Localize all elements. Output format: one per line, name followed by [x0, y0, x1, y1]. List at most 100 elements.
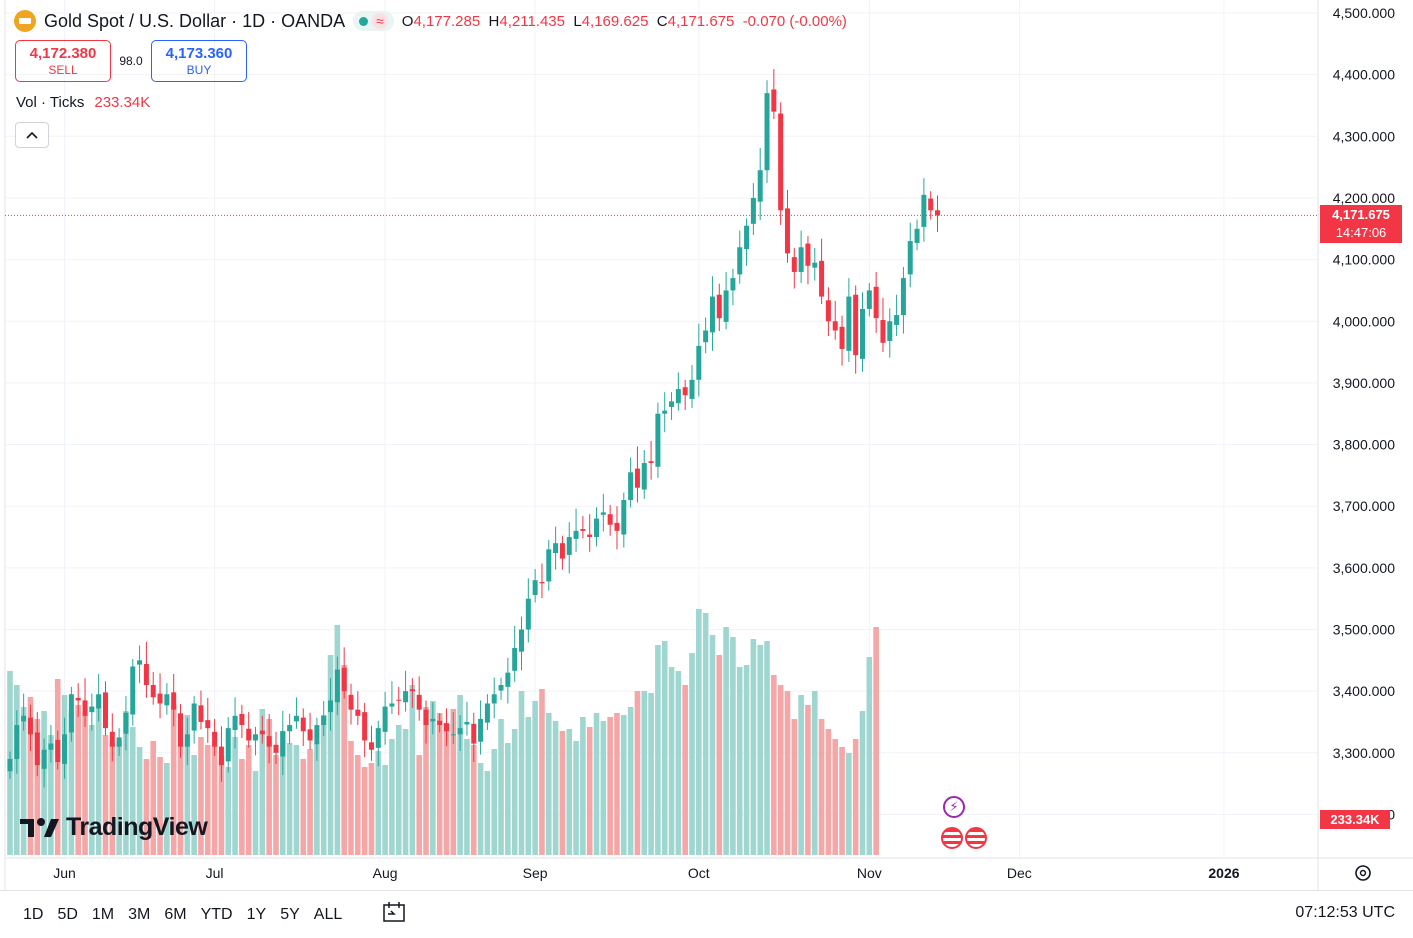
price-tick-label: 4,400.000	[1333, 67, 1395, 83]
price-tick-label: 4,000.000	[1333, 313, 1395, 329]
candle-body	[832, 321, 838, 331]
volume-bar	[280, 731, 286, 855]
candle-body	[689, 379, 695, 399]
time-tick-label: Sep	[523, 865, 548, 881]
candle-body	[409, 689, 415, 692]
candle-body	[14, 725, 20, 759]
volume-bar	[177, 745, 184, 855]
candle-body	[737, 247, 743, 275]
range-5d[interactable]: 5D	[57, 905, 78, 923]
candle-body	[935, 210, 941, 216]
candle-body	[239, 713, 245, 726]
range-ytd[interactable]: YTD	[200, 905, 233, 923]
candle-body	[519, 629, 524, 652]
volume-bars	[7, 609, 879, 855]
candle-body	[246, 728, 252, 741]
candle-body	[648, 461, 654, 464]
volume-bar	[423, 707, 429, 855]
range-1y[interactable]: 1Y	[246, 905, 267, 923]
candle-body	[825, 300, 831, 322]
range-5y[interactable]: 5Y	[280, 905, 300, 923]
candle-body	[573, 530, 579, 539]
collapse-legend-button[interactable]	[15, 122, 49, 148]
price-tick-label: 3,800.000	[1333, 437, 1395, 453]
candle-body	[68, 694, 74, 733]
candle-body	[764, 93, 770, 171]
volume-bar	[157, 757, 163, 855]
candle-body	[491, 694, 497, 704]
candle-body	[839, 326, 845, 349]
volume-bar	[273, 755, 279, 855]
us-flag-icon[interactable]	[965, 827, 987, 849]
us-flag-icon[interactable]	[941, 827, 963, 849]
volume-bar	[839, 747, 845, 855]
price-tick-label: 3,600.000	[1333, 560, 1395, 576]
volume-bar	[395, 725, 402, 855]
volume-bar	[764, 641, 770, 855]
chevron-up-icon	[26, 131, 38, 139]
range-1d[interactable]: 1D	[23, 905, 44, 923]
time-tick-label: Jun	[53, 865, 76, 881]
volume-bar	[266, 719, 272, 855]
candle-body	[621, 500, 627, 535]
candle-body	[662, 410, 668, 414]
candle-body	[873, 286, 879, 319]
date-range-icon	[383, 902, 405, 922]
volume-bar	[68, 711, 75, 855]
range-all[interactable]: ALL	[313, 905, 343, 923]
volume-bar	[225, 767, 232, 855]
volume-bar	[648, 693, 654, 855]
time-tick-label: 2026	[1208, 865, 1239, 881]
volume-bar	[430, 701, 436, 855]
candle-body	[607, 514, 613, 525]
volume-bar	[443, 723, 450, 855]
candle-body	[171, 692, 177, 710]
range-3m[interactable]: 3M	[128, 905, 151, 923]
candle-body	[198, 705, 204, 722]
volume-bar	[668, 667, 675, 855]
volume-bar	[102, 735, 109, 855]
volume-bar	[846, 753, 852, 855]
candle-body	[328, 700, 334, 713]
symbol-title[interactable]: Gold Spot / U.S. Dollar · 1D · OANDA	[44, 10, 346, 31]
sell-button[interactable]: 4,172.380 SELL	[15, 40, 111, 82]
candle-body	[553, 543, 559, 554]
candle-body	[157, 693, 163, 704]
market-status-pill[interactable]: ≈	[353, 11, 394, 31]
range-6m[interactable]: 6M	[164, 905, 187, 923]
candle-body	[887, 321, 893, 341]
volume-bar	[491, 749, 498, 855]
volume-bar	[505, 743, 511, 855]
date-range-button[interactable]	[382, 901, 406, 928]
volume-bar	[627, 707, 634, 855]
range-1m[interactable]: 1M	[91, 905, 115, 923]
candle-body	[587, 534, 593, 538]
candle-body	[307, 729, 313, 741]
volume-bar	[204, 745, 211, 855]
volume-bar	[164, 763, 170, 855]
volume-bar	[348, 741, 354, 855]
candle-body	[218, 746, 224, 766]
utc-clock[interactable]: 07:12:53 UTC	[1295, 904, 1395, 921]
lightning-icon[interactable]: ⚡	[943, 796, 965, 818]
volume-legend[interactable]: Vol · Ticks 233.34K	[16, 94, 151, 111]
candle-body	[225, 728, 231, 762]
candle-body	[341, 667, 347, 692]
candle-body	[89, 706, 95, 713]
candle-body	[628, 472, 634, 501]
price-chart[interactable]: 4,500.000 4,400.000 4,300.000 4,200.000 4,10…	[0, 0, 1413, 890]
buy-button[interactable]: 4,173.360 BUY	[151, 40, 247, 82]
candle-body	[641, 463, 647, 490]
volume-bar	[566, 729, 573, 855]
volume-bar	[34, 719, 41, 855]
candle-body	[716, 294, 722, 319]
candle-body	[102, 692, 108, 729]
volume-bar	[307, 749, 313, 855]
candle-body	[314, 725, 320, 745]
volume-bar	[150, 741, 157, 855]
candle-body	[457, 728, 463, 735]
candle-body	[559, 543, 565, 559]
settings-icon[interactable]	[1355, 865, 1371, 881]
volume-bar	[859, 711, 866, 855]
volume-bar	[525, 717, 532, 855]
